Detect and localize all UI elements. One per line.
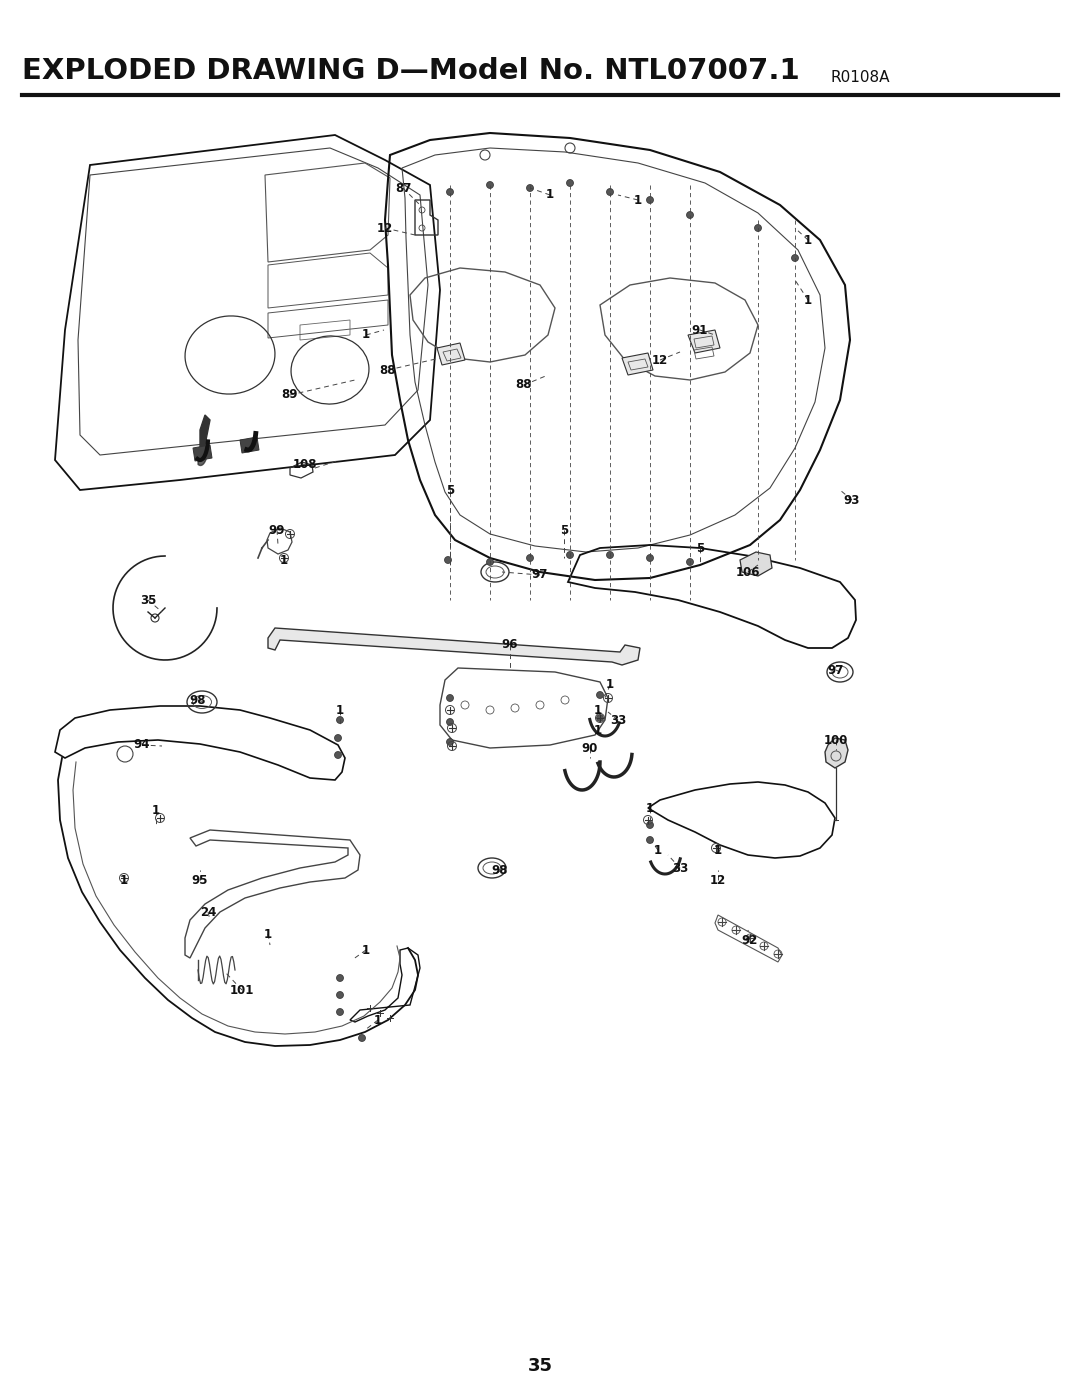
- Text: R0108A: R0108A: [831, 70, 890, 85]
- Circle shape: [359, 1035, 365, 1042]
- Text: 88: 88: [380, 363, 396, 377]
- Text: 1: 1: [646, 802, 654, 814]
- Text: 33: 33: [672, 862, 688, 875]
- Circle shape: [337, 975, 343, 982]
- Text: 1: 1: [120, 873, 129, 887]
- Circle shape: [647, 197, 653, 204]
- Circle shape: [337, 717, 343, 724]
- Text: 1: 1: [606, 679, 615, 692]
- Text: 87: 87: [395, 182, 411, 194]
- Text: 5: 5: [559, 524, 568, 536]
- Text: 1: 1: [594, 704, 602, 717]
- Circle shape: [792, 254, 798, 261]
- Polygon shape: [200, 415, 210, 450]
- Text: 94: 94: [134, 739, 150, 752]
- Circle shape: [567, 179, 573, 187]
- Circle shape: [446, 718, 454, 725]
- Circle shape: [527, 184, 534, 191]
- Text: 1: 1: [653, 844, 662, 856]
- Circle shape: [607, 189, 613, 196]
- Text: 1: 1: [336, 704, 345, 717]
- Polygon shape: [240, 437, 259, 453]
- Polygon shape: [193, 446, 212, 461]
- Text: 1: 1: [545, 189, 554, 201]
- Text: 100: 100: [824, 733, 848, 746]
- Circle shape: [335, 752, 341, 759]
- Circle shape: [647, 821, 653, 828]
- Text: 101: 101: [230, 983, 254, 996]
- Polygon shape: [825, 738, 848, 768]
- Text: 1: 1: [594, 724, 602, 736]
- Circle shape: [527, 555, 534, 562]
- Circle shape: [446, 739, 454, 746]
- Text: 1: 1: [804, 293, 812, 306]
- Text: 98: 98: [190, 693, 206, 707]
- Circle shape: [446, 694, 454, 701]
- Text: 106: 106: [735, 566, 760, 578]
- Polygon shape: [437, 344, 465, 365]
- Circle shape: [486, 182, 494, 189]
- Circle shape: [337, 1009, 343, 1016]
- Text: 97: 97: [827, 664, 845, 676]
- Text: 1: 1: [804, 233, 812, 246]
- Text: 88: 88: [516, 379, 532, 391]
- Text: 96: 96: [502, 638, 518, 651]
- Text: 35: 35: [139, 594, 157, 606]
- Circle shape: [596, 692, 604, 698]
- Text: 1: 1: [362, 328, 370, 341]
- Text: 12: 12: [710, 873, 726, 887]
- Text: 92: 92: [742, 933, 758, 947]
- Polygon shape: [268, 629, 640, 665]
- Circle shape: [687, 211, 693, 218]
- Text: 1: 1: [152, 803, 160, 816]
- Text: 90: 90: [582, 742, 598, 754]
- Text: 93: 93: [843, 493, 860, 507]
- Circle shape: [755, 225, 761, 232]
- Circle shape: [687, 559, 693, 566]
- Text: 5: 5: [696, 542, 704, 555]
- Text: 1: 1: [280, 553, 288, 567]
- Text: 1: 1: [714, 844, 723, 856]
- Text: 108: 108: [293, 458, 318, 472]
- Text: 1: 1: [362, 943, 370, 957]
- Text: EXPLODED DRAWING D—Model No. NTL07007.1: EXPLODED DRAWING D—Model No. NTL07007.1: [22, 57, 800, 85]
- Text: 1: 1: [374, 1013, 382, 1027]
- Text: 1: 1: [264, 928, 272, 940]
- Circle shape: [647, 837, 653, 844]
- Polygon shape: [622, 353, 653, 374]
- Text: 5: 5: [446, 483, 454, 496]
- Text: 97: 97: [531, 569, 549, 581]
- Text: 12: 12: [652, 353, 669, 366]
- Polygon shape: [740, 552, 772, 576]
- Circle shape: [445, 556, 451, 563]
- Text: 1: 1: [634, 194, 643, 207]
- Text: 99: 99: [269, 524, 285, 536]
- Text: 89: 89: [282, 388, 298, 401]
- Circle shape: [486, 559, 494, 566]
- Text: 35: 35: [527, 1356, 553, 1375]
- Circle shape: [596, 714, 604, 721]
- Circle shape: [567, 552, 573, 559]
- Circle shape: [335, 735, 341, 742]
- Text: 98: 98: [491, 863, 509, 876]
- Circle shape: [647, 555, 653, 562]
- Circle shape: [607, 552, 613, 559]
- Text: 91: 91: [692, 324, 708, 337]
- Text: 12: 12: [377, 222, 393, 235]
- Text: 33: 33: [610, 714, 626, 726]
- Text: 24: 24: [200, 905, 216, 918]
- Polygon shape: [688, 330, 720, 353]
- Circle shape: [337, 992, 343, 999]
- Circle shape: [446, 189, 454, 196]
- Text: 95: 95: [192, 873, 208, 887]
